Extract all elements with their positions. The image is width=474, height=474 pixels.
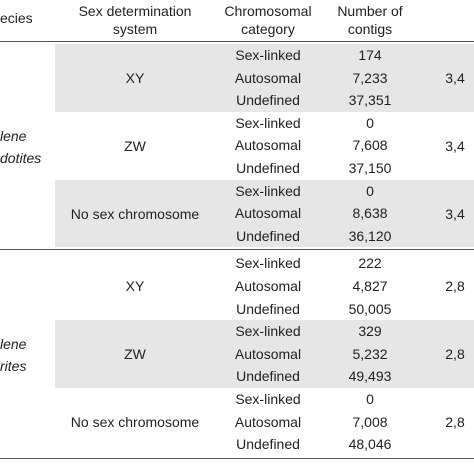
system-cell: ZW (124, 346, 146, 363)
shaded-block (55, 320, 474, 388)
species-cell: rites (0, 358, 27, 375)
category-cell: Sex-linked (235, 114, 301, 131)
extra-cell: 2,8 (445, 413, 465, 430)
category-cell: Undefined (236, 92, 300, 109)
category-cell: Autosomal (234, 345, 302, 362)
contigs-cell: 36,120 (348, 227, 392, 244)
shaded-block (55, 44, 474, 112)
contigs-cell: 0 (366, 182, 374, 199)
contigs-cell: 37,150 (348, 160, 392, 176)
extra-cell: 3,4 (445, 137, 465, 154)
category-cell: Sex-linked (235, 182, 301, 199)
species-cell: lene (0, 336, 27, 353)
species-cell: dotites (0, 149, 42, 166)
shaded-block (55, 179, 474, 248)
species-cell: lene (0, 127, 27, 144)
category-cell: Undefined (236, 436, 300, 453)
contigs-cell: 0 (366, 391, 374, 407)
group-rule (0, 457, 474, 459)
contigs-cell: 7,233 (352, 69, 388, 86)
header-cell: Sex determination (78, 3, 192, 19)
extra-cell: 3,4 (445, 205, 465, 222)
category-cell: Sex-linked (235, 391, 301, 407)
extra-cell: 2,8 (445, 278, 465, 295)
category-cell: Sex-linked (235, 323, 301, 340)
system-cell: No sex chromosome (70, 413, 200, 430)
contigs-cell: 7,608 (352, 137, 388, 154)
header-cell: ecies (0, 10, 33, 26)
header-cell: Chromosomal (224, 3, 312, 19)
category-cell: Autosomal (234, 278, 302, 294)
header-cell: category (241, 21, 295, 37)
category-cell: Undefined (236, 227, 300, 244)
header-cell: system (112, 21, 158, 37)
category-cell: Autosomal (234, 69, 302, 86)
contigs-cell: 174 (358, 47, 382, 63)
category-cell: Undefined (236, 300, 300, 317)
category-cell: Autosomal (234, 205, 302, 222)
header-rule (0, 41, 474, 42)
contigs-cell: 0 (366, 114, 374, 131)
contigs-cell: 5,232 (352, 345, 388, 362)
contigs-cell: 48,046 (348, 436, 392, 453)
header-cell: Number of (337, 3, 403, 19)
contigs-cell: 37,351 (348, 92, 392, 109)
extra-cell: 3,4 (445, 69, 465, 86)
system-cell: XY (125, 69, 145, 86)
contigs-cell: 222 (358, 255, 382, 272)
contigs-cell: 7,008 (352, 413, 388, 430)
system-cell: ZW (124, 137, 146, 154)
category-cell: Undefined (236, 368, 300, 385)
header-cell: contigs (347, 21, 393, 37)
category-cell: Autosomal (234, 137, 302, 154)
group-rule (0, 249, 474, 251)
category-cell: Autosomal (234, 413, 302, 430)
category-cell: Undefined (236, 160, 300, 176)
contigs-cell: 49,493 (348, 368, 392, 385)
system-cell: XY (125, 278, 145, 295)
contigs-cell: 329 (358, 323, 382, 340)
contigs-cell: 50,005 (348, 300, 392, 317)
contigs-cell: 4,827 (352, 278, 388, 294)
system-cell: No sex chromosome (70, 205, 200, 222)
extra-cell: 2,8 (445, 346, 465, 363)
category-cell: Sex-linked (235, 47, 301, 63)
contigs-cell: 8,638 (352, 205, 388, 222)
category-cell: Sex-linked (235, 255, 301, 272)
